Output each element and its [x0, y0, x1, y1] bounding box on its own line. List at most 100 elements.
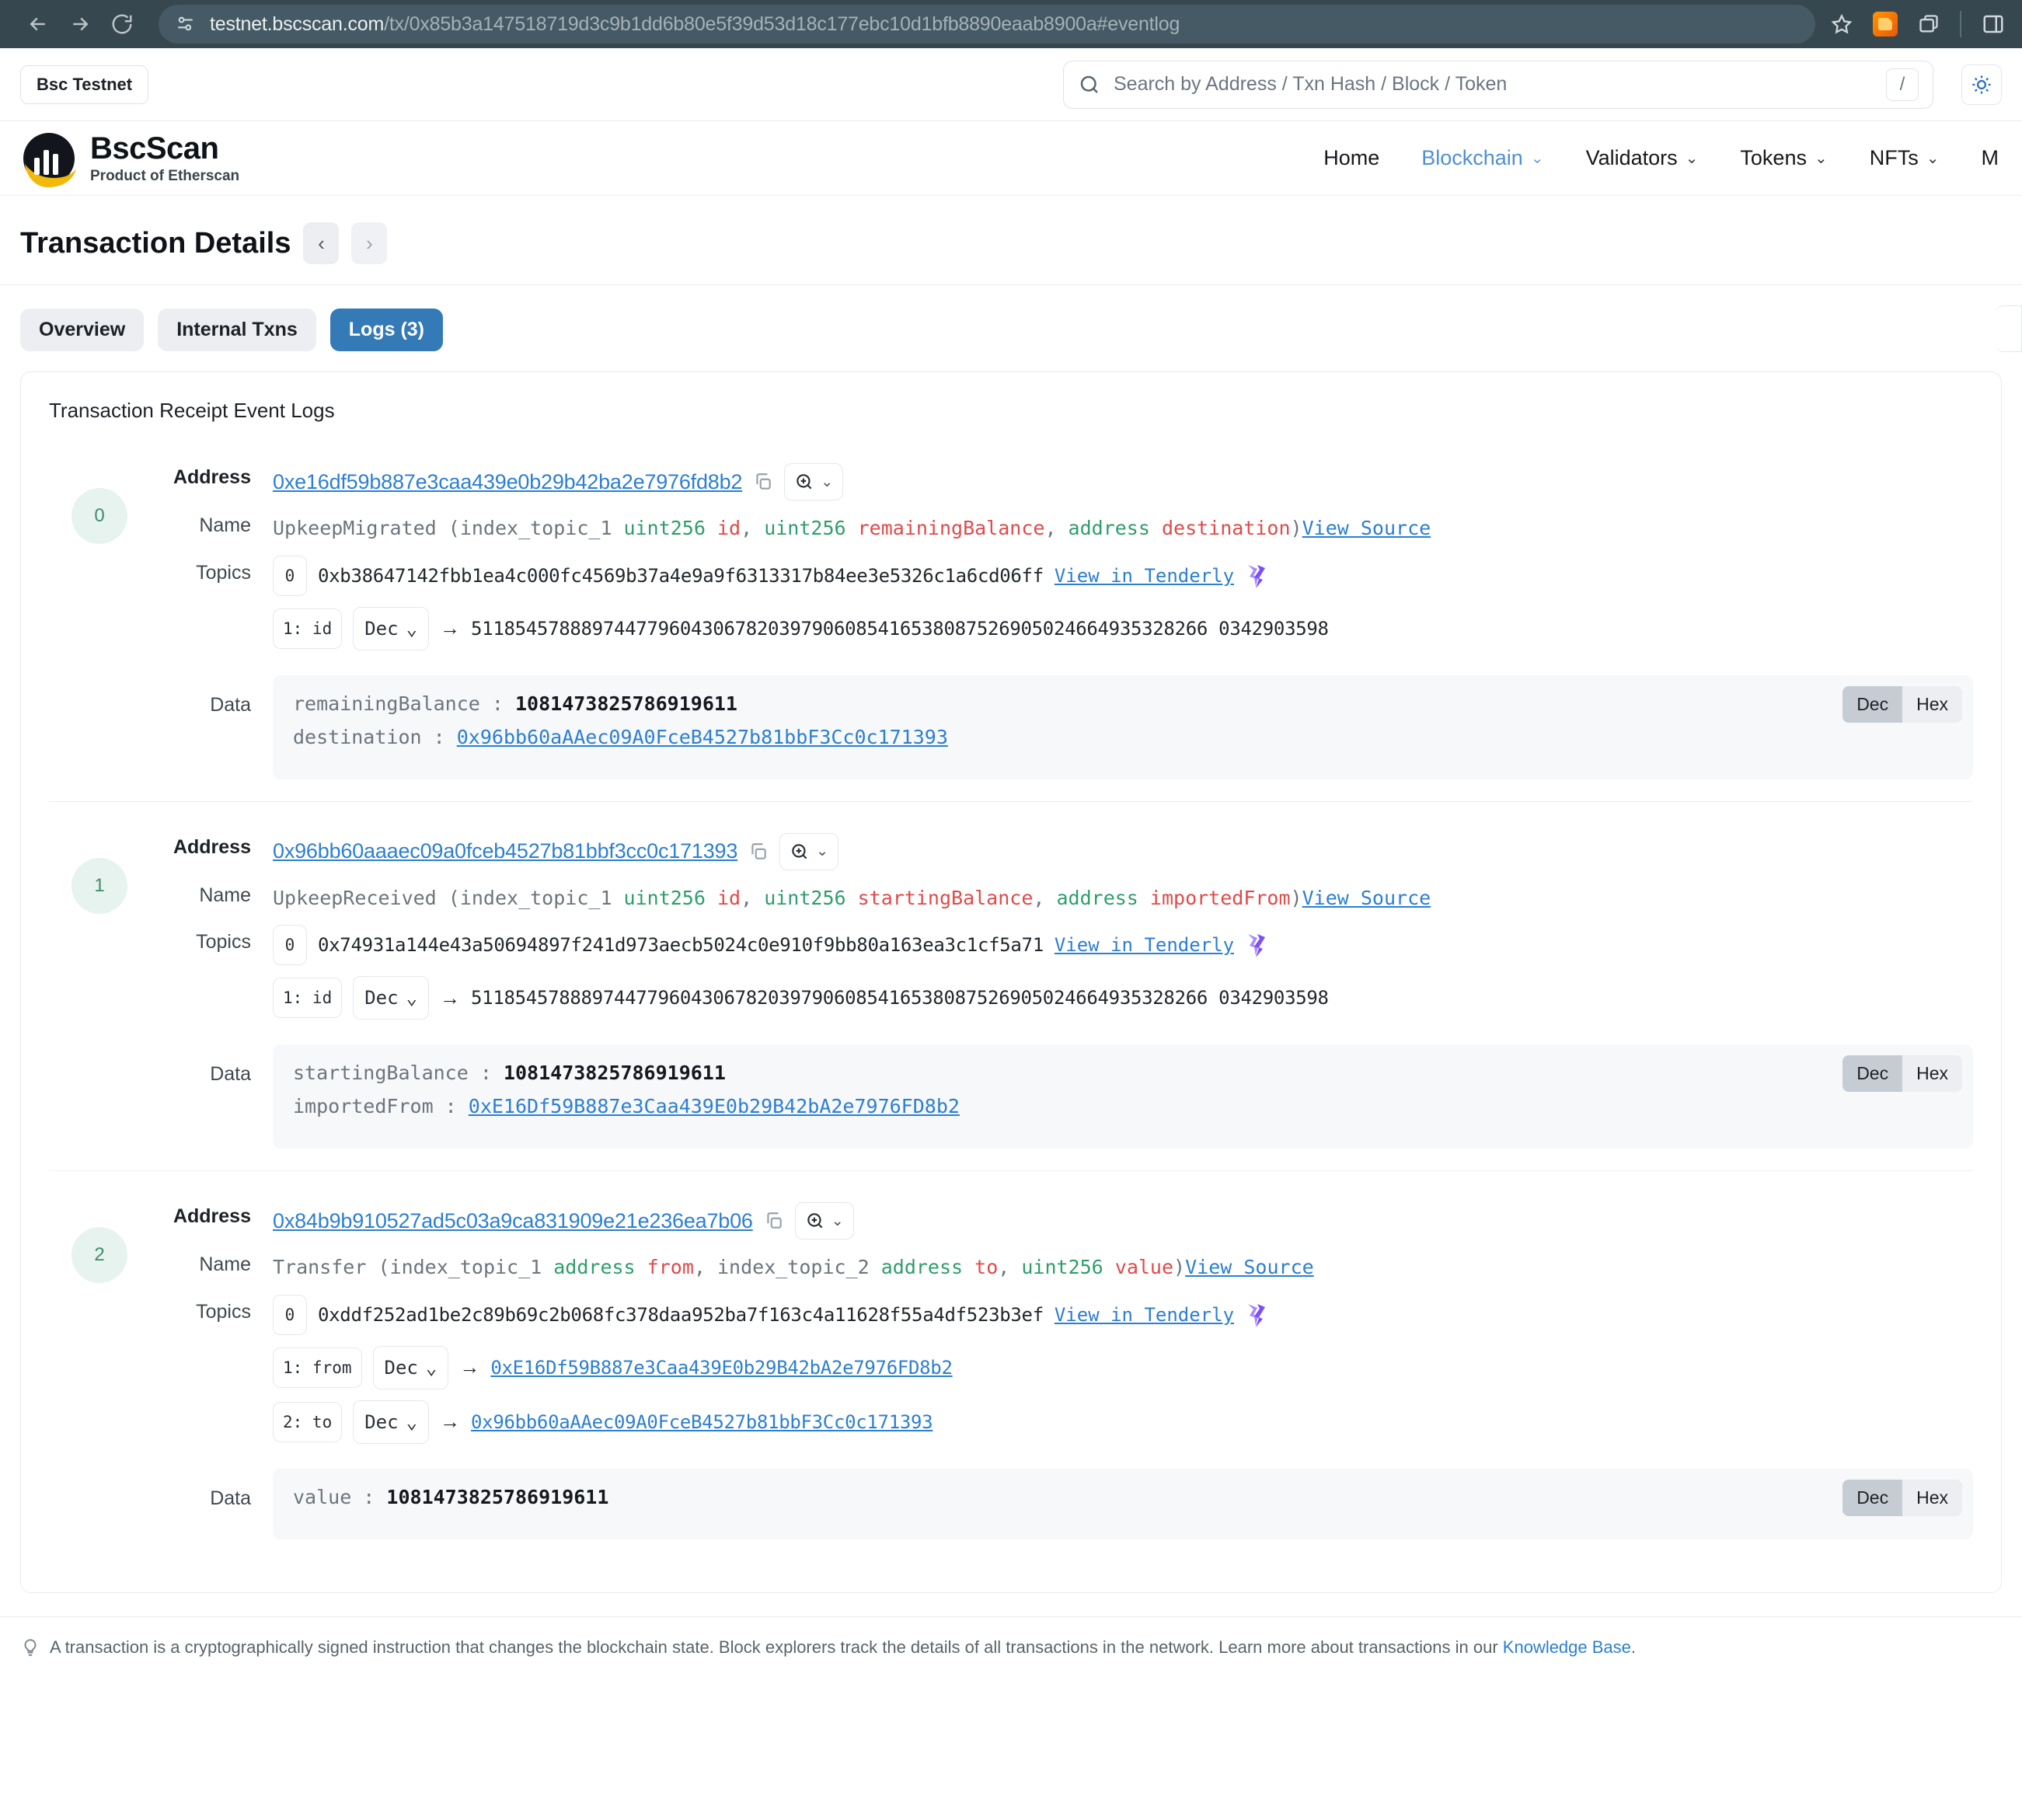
nav-item-home[interactable]: Home	[1323, 146, 1379, 170]
topic-item: 0 0xddf252ad1be2c89b69c2b068fc378daa952b…	[273, 1294, 1973, 1335]
copy-icon[interactable]	[764, 1211, 784, 1231]
address-lookup-button[interactable]: ⌄	[784, 463, 844, 500]
signature-token: id	[716, 886, 741, 909]
topics-label: Topics	[196, 931, 251, 953]
copy-icon[interactable]	[753, 472, 773, 492]
address-bar[interactable]: testnet.bscscan.com/tx/0x85b3a147518719d…	[159, 5, 1815, 44]
prev-transaction-button[interactable]: ‹	[303, 222, 340, 264]
view-source-link[interactable]: View Source	[1302, 517, 1431, 539]
address-row: Address 0xe16df59b887e3caa439e0b29b42ba2…	[150, 460, 1973, 504]
network-selector[interactable]: Bsc Testnet	[20, 65, 149, 104]
topics-content: 0 0xb38647142fbb1ea4c000fc4569b37a4e9a9f…	[273, 555, 1973, 661]
log-address-link[interactable]: 0x84b9b910527ad5c03a9ca831909e21e236ea7b…	[273, 1208, 753, 1233]
format-dec-button[interactable]: Dec	[1842, 1479, 1903, 1516]
signature-token	[706, 887, 717, 909]
signature-token: importedFrom	[1149, 886, 1291, 909]
reload-icon[interactable]	[101, 3, 143, 45]
star-icon[interactable]	[1831, 13, 1853, 35]
data-value[interactable]: 0xE16Df59B887e3Caa439E0b29B42bA2e7976FD8…	[468, 1095, 960, 1117]
name-label: Name	[199, 884, 251, 906]
format-hex-button[interactable]: Hex	[1902, 1479, 1962, 1516]
signature-token: from	[647, 1256, 694, 1278]
format-hex-button[interactable]: Hex	[1902, 685, 1962, 723]
name-content: UpkeepMigrated (index_topic_1 uint256 id…	[273, 508, 1973, 542]
topic-value[interactable]: 0x96bb60aAAec09A0FceB4527b81bbF3Cc0c1713…	[471, 1410, 933, 1433]
topic-item: 0 0x74931a144e43a50694897f241d973aecb502…	[273, 925, 1973, 965]
tab-overview[interactable]: Overview	[20, 309, 145, 351]
sun-icon[interactable]	[1961, 64, 2002, 105]
data-value[interactable]: 0x96bb60aAAec09A0FceB4527b81bbF3Cc0c1713…	[456, 725, 948, 748]
browser-toolbar: testnet.bscscan.com/tx/0x85b3a147518719d…	[0, 0, 2022, 48]
format-dec-button[interactable]: Dec	[1842, 1055, 1903, 1092]
log-index-wrap: 1	[49, 830, 150, 1154]
footer-description: A transaction is a cryptographically sig…	[50, 1637, 1503, 1657]
view-source-link[interactable]: View Source	[1185, 1256, 1314, 1278]
signature-token: address	[880, 1256, 964, 1278]
nav-item-blockchain[interactable]: Blockchain ⌄	[1421, 146, 1543, 170]
topic-index-chip: 1: id	[273, 608, 343, 649]
magnifier-plus-icon	[792, 843, 807, 859]
copy-icon[interactable]	[748, 842, 769, 862]
topic-item: 0 0xb38647142fbb1ea4c000fc4569b37a4e9a9f…	[273, 555, 1973, 596]
format-hex-button[interactable]: Hex	[1902, 1055, 1962, 1092]
site-settings-icon[interactable]	[176, 14, 196, 34]
topic-format-select[interactable]: Dec ⌄	[372, 1345, 449, 1389]
data-field: destination : 0x96bb60aAAec09A0FceB4527b…	[293, 726, 1953, 748]
topics-label: Topics	[196, 1300, 251, 1323]
chevron-down-icon: ⌄	[406, 1410, 418, 1433]
nav-links: Home Blockchain ⌄ Validators ⌄ Tokens ⌄ NFT…	[1323, 146, 2002, 170]
nav-item-validators[interactable]: Validators ⌄	[1586, 146, 1699, 170]
view-in-tenderly-link[interactable]: View in Tenderly	[1054, 934, 1235, 956]
signature-token: (	[436, 886, 460, 909]
knowledge-base-link[interactable]: Knowledge Base	[1502, 1637, 1631, 1657]
topic-index-chip: 0	[273, 925, 307, 965]
name-content: UpkeepReceived (index_topic_1 uint256 id…	[273, 878, 1973, 912]
chevron-down-icon: ⌄	[1685, 150, 1699, 167]
data-box: remainingBalance : 1081473825786919611 d…	[273, 675, 1973, 779]
search-input[interactable]: Search by Address / Txn Hash / Block / T…	[1063, 60, 1933, 109]
nav-item-nfts[interactable]: NFTs ⌄	[1870, 146, 1940, 170]
log-address-link[interactable]: 0xe16df59b887e3caa439e0b29b42ba2e7976fd8…	[273, 469, 743, 493]
tab-internal-txns[interactable]: Internal Txns	[158, 309, 316, 351]
name-label: Name	[199, 1253, 251, 1275]
address-label: Address	[173, 1205, 251, 1227]
brand-logo[interactable]: BscScan Product of Etherscan	[20, 130, 239, 187]
side-panel-icon[interactable]	[1982, 12, 2005, 36]
nav-item-more[interactable]: M	[1982, 146, 1999, 170]
topic-format-value: Dec	[364, 617, 399, 640]
tab-group-icon[interactable]	[1918, 13, 1940, 35]
nav-label: Tokens	[1740, 146, 1807, 169]
topic-format-select[interactable]: Dec ⌄	[353, 606, 430, 650]
topic-item: 1: id Dec ⌄ → 511854578889744779604306782…	[273, 606, 1973, 650]
address-lookup-button[interactable]: ⌄	[794, 1202, 854, 1239]
format-dec-button[interactable]: Dec	[1842, 685, 1903, 723]
log-entry: 1 Address 0x96bb60aaaec09a0fceb4527b81bb…	[49, 800, 1973, 1171]
tab-logs[interactable]: Logs (3)	[329, 309, 443, 351]
sidebar-toggle-handle[interactable]	[1996, 305, 2022, 352]
topic-format-select[interactable]: Dec ⌄	[353, 1400, 430, 1444]
signature-token: startingBalance	[857, 886, 1034, 909]
topic-value[interactable]: 0xE16Df59B887e3Caa439E0b29B42bA2e7976FD8…	[490, 1356, 953, 1379]
arrow-right-icon: →	[440, 616, 461, 640]
nav-item-tokens[interactable]: Tokens ⌄	[1740, 146, 1827, 170]
view-in-tenderly-link[interactable]: View in Tenderly	[1054, 1303, 1235, 1326]
metamask-extension-icon[interactable]	[1873, 12, 1898, 37]
tenderly-logo-icon	[1245, 932, 1268, 958]
brand-subtitle: Product of Etherscan	[90, 168, 240, 184]
view-in-tenderly-link[interactable]: View in Tenderly	[1054, 564, 1235, 587]
next-transaction-button[interactable]: ›	[351, 222, 388, 264]
log-address-link[interactable]: 0x96bb60aaaec09a0fceb4527b81bbf3cc0c1713…	[273, 839, 738, 863]
arrow-right-icon: →	[440, 1410, 461, 1433]
view-source-link[interactable]: View Source	[1302, 886, 1431, 909]
back-arrow-icon[interactable]	[17, 3, 59, 45]
forward-arrow-icon[interactable]	[59, 3, 101, 45]
arrow-right-icon: →	[459, 1355, 480, 1379]
tenderly-logo-icon	[1245, 1302, 1268, 1328]
log-body: Address 0x96bb60aaaec09a0fceb4527b81bbf3…	[150, 830, 1973, 1154]
chevron-down-icon: ⌄	[1530, 150, 1544, 167]
signature-token: ,	[998, 1256, 1022, 1278]
browser-action-icons	[1826, 11, 2005, 37]
topic-format-select[interactable]: Dec ⌄	[353, 976, 430, 1020]
address-lookup-button[interactable]: ⌄	[779, 832, 839, 870]
card-title: Transaction Receipt Event Logs	[49, 399, 335, 422]
